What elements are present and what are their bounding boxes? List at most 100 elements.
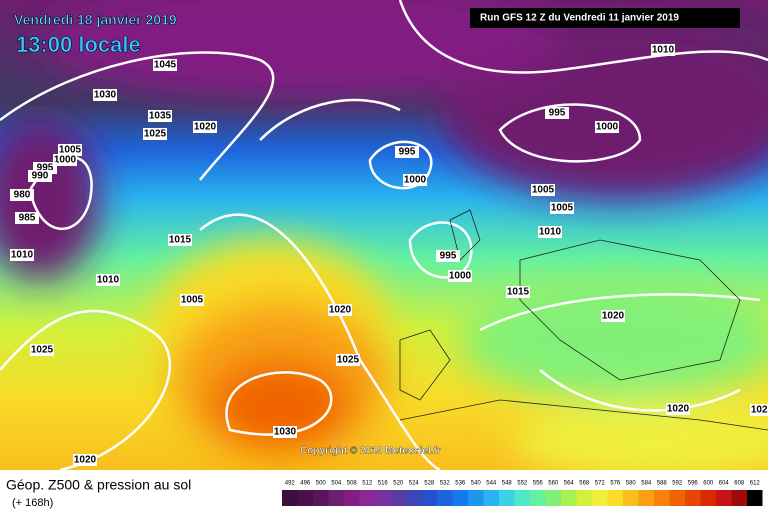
scale-label: 500 [316, 481, 327, 487]
scale-label: 548 [502, 481, 513, 487]
isobar-label-bg [666, 403, 690, 415]
isobar-label-bg [750, 404, 768, 416]
scale-label: 540 [471, 481, 482, 487]
scale-swatch [700, 490, 716, 506]
scale-label: 588 [657, 481, 668, 487]
isobar-label-bg [531, 184, 555, 196]
color-scale: 492 496 500 504 508 512 516 520 524 528 532 536 540 5… [282, 481, 763, 506]
scale-label: 572 [595, 481, 606, 487]
isobar-label: 1005 [59, 145, 82, 156]
scale-label: 600 [703, 481, 714, 487]
isobar-label-bg [96, 274, 120, 286]
scale-label: 532 [440, 481, 451, 487]
scale-swatch [530, 490, 546, 506]
isobar-label-bg [395, 146, 419, 158]
scale-swatch [328, 490, 344, 506]
isobar-label-bg [328, 304, 352, 316]
isobar-label-bg [153, 59, 177, 71]
isobar-label: 1010 [97, 275, 120, 286]
isobar-label: 995 [549, 108, 566, 119]
isobar-label: 1010 [652, 45, 675, 56]
isobar-label: 985 [19, 213, 36, 224]
scale-swatch [297, 490, 313, 506]
isobar-label-bg [550, 202, 574, 214]
scale-label: 592 [672, 481, 683, 487]
scale-label: 560 [548, 481, 559, 487]
scale-label: 552 [517, 481, 528, 487]
scale-label: 584 [641, 481, 652, 487]
isobar-label: 1025 [144, 129, 167, 140]
isobar-label: 1010 [11, 250, 34, 261]
scale-label: 504 [331, 481, 342, 487]
scale-swatch [654, 490, 670, 506]
scale-label: 596 [688, 481, 699, 487]
scale-swatch [359, 490, 375, 506]
isobar-label: 1020 [194, 122, 217, 133]
isobar-label: 1000 [449, 271, 472, 282]
scale-label: 524 [409, 481, 420, 487]
scale-swatch [452, 490, 468, 506]
isobar-label: 1020 [329, 305, 352, 316]
isobar-label: 1000 [596, 122, 619, 133]
isobar-label-bg [10, 249, 34, 261]
isobar-label: 1045 [154, 60, 177, 71]
isobar-label-bg [143, 128, 167, 140]
isobar-label: 1020 [667, 404, 690, 415]
isobar-label: 1005 [532, 185, 555, 196]
isobar-label: 995 [37, 163, 54, 174]
scale-swatch [468, 490, 484, 506]
scale-swatch [685, 490, 701, 506]
scale-label: 576 [610, 481, 621, 487]
scale-label: 544 [486, 481, 497, 487]
isobar-label-bg [30, 344, 54, 356]
isobar-label-bg [15, 212, 39, 224]
isobar-label-bg [448, 270, 472, 282]
isobar-label: 995 [440, 251, 457, 262]
isobar-label: 1020 [602, 311, 625, 322]
map-field [0, 0, 768, 470]
scale-swatch [375, 490, 391, 506]
scale-swatch [344, 490, 360, 506]
isobar-label-bg [180, 294, 204, 306]
isobar-label-bg [148, 110, 172, 122]
isobar-labels: 1045103010351025102010051000995990980985… [10, 44, 768, 466]
scale-label: 492 [285, 481, 296, 487]
scale-label: 580 [626, 481, 637, 487]
isobar-label-bg [10, 189, 34, 201]
isobar-label-bg [168, 234, 192, 246]
map-time: 13:00 locale [16, 32, 141, 57]
scale-label: 516 [378, 481, 389, 487]
isobar-label-bg [595, 121, 619, 133]
scale-label: 564 [564, 481, 575, 487]
isobar-label-bg [28, 170, 52, 182]
isobar-label: 1030 [274, 427, 297, 438]
isobar-label: 1015 [507, 287, 530, 298]
run-info: Run GFS 12 Z du Vendredi 11 janvier 2019 [480, 13, 679, 24]
isobar-label: 1015 [169, 235, 192, 246]
scale-label: 608 [734, 481, 745, 487]
copyright: Copyright © 2019 Meteociel.fr [300, 446, 441, 457]
scale-label: 508 [347, 481, 358, 487]
isobar-label-bg [93, 89, 117, 101]
isobar-label: 1025 [337, 355, 360, 366]
isobar-label-bg [601, 310, 625, 322]
scale-swatch [716, 490, 732, 506]
isobar-label: 1035 [149, 111, 172, 122]
scale-swatch [406, 490, 422, 506]
scale-label: 568 [579, 481, 590, 487]
isobar-label-bg [651, 44, 675, 56]
isobar-label-bg [273, 426, 297, 438]
isobar-label: 1030 [94, 90, 117, 101]
scale-swatch [421, 490, 437, 506]
scale-swatch [545, 490, 561, 506]
scale-swatch [731, 490, 747, 506]
scale-label: 612 [750, 481, 761, 487]
legend-title: Géop. Z500 & pression au sol [6, 477, 191, 493]
scale-swatch [514, 490, 530, 506]
scale-label: 556 [533, 481, 544, 487]
scale-swatch [313, 490, 329, 506]
scale-swatch [282, 490, 298, 506]
isobar-label-bg [73, 454, 97, 466]
isobar-label-bg [336, 354, 360, 366]
scale-label: 512 [362, 481, 373, 487]
